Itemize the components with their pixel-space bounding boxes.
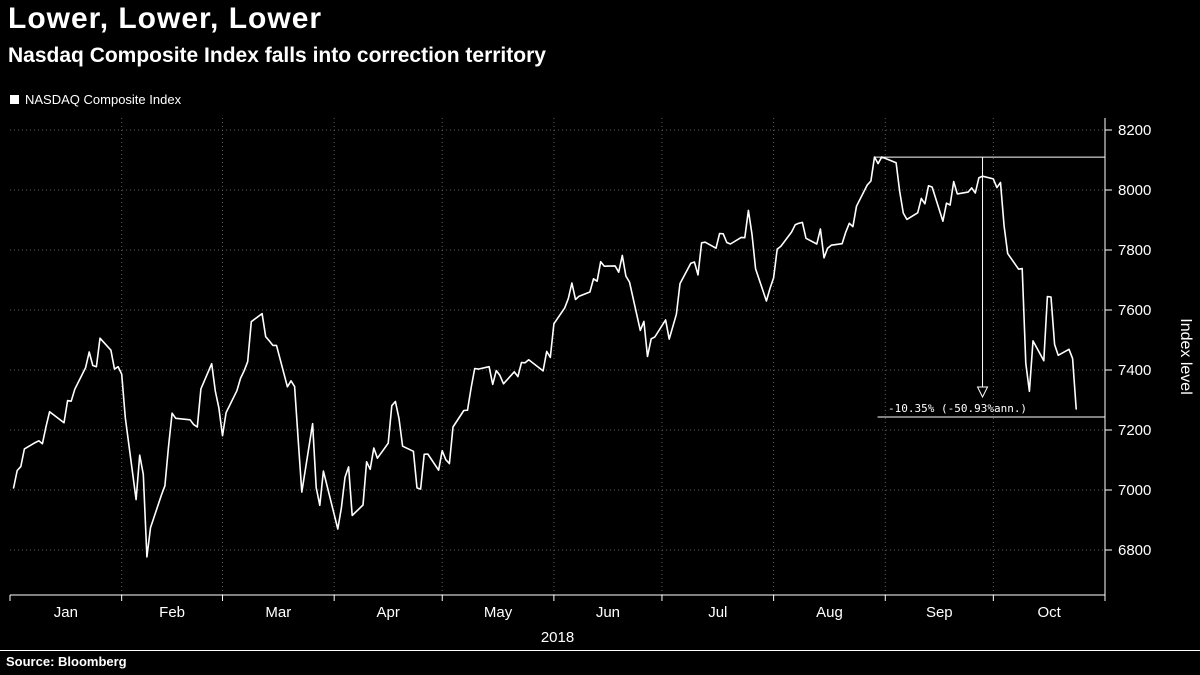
chart-title: Lower, Lower, Lower (8, 2, 323, 35)
x-tick-label: Jun (596, 604, 620, 621)
y-tick-label: 6800 (1118, 542, 1151, 559)
x-tick-label: Apr (377, 604, 400, 621)
x-tick-label: Sep (926, 604, 953, 621)
annotation-arrowhead-icon (976, 386, 989, 399)
y-tick-label: 8200 (1118, 122, 1151, 139)
legend-marker-icon (10, 95, 19, 104)
x-tick-label: Jan (54, 604, 78, 621)
legend-label: NASDAQ Composite Index (25, 92, 182, 107)
price-line (12, 156, 1077, 558)
x-tick-label: Mar (265, 604, 291, 621)
chart-subtitle: Nasdaq Composite Index falls into correc… (8, 44, 546, 67)
y-tick-label: 7400 (1118, 362, 1151, 379)
y-tick-label: 7800 (1118, 242, 1151, 259)
source-note: Source: Bloomberg (0, 650, 1200, 675)
x-axis-year-label: 2018 (541, 629, 574, 646)
legend: NASDAQ Composite Index (10, 92, 181, 107)
y-tick-label: 8000 (1118, 182, 1151, 199)
y-tick-label: 7600 (1118, 302, 1151, 319)
x-tick-label: Jul (708, 604, 727, 621)
x-tick-label: May (484, 604, 513, 621)
x-tick-label: Feb (159, 604, 185, 621)
y-tick-label: 7000 (1118, 482, 1151, 499)
y-axis-title: Index level (1177, 318, 1194, 395)
x-tick-label: Oct (1037, 604, 1061, 621)
y-tick-label: 7200 (1118, 422, 1151, 439)
annotation-label: -10.35% (-50.93%ann.) (888, 402, 1027, 415)
chart-canvas: 6800 7000 7200 7400 7600 7800 8000 8200 Jan Feb Ma… (9, 118, 1194, 646)
x-tick-label: Aug (816, 604, 843, 621)
